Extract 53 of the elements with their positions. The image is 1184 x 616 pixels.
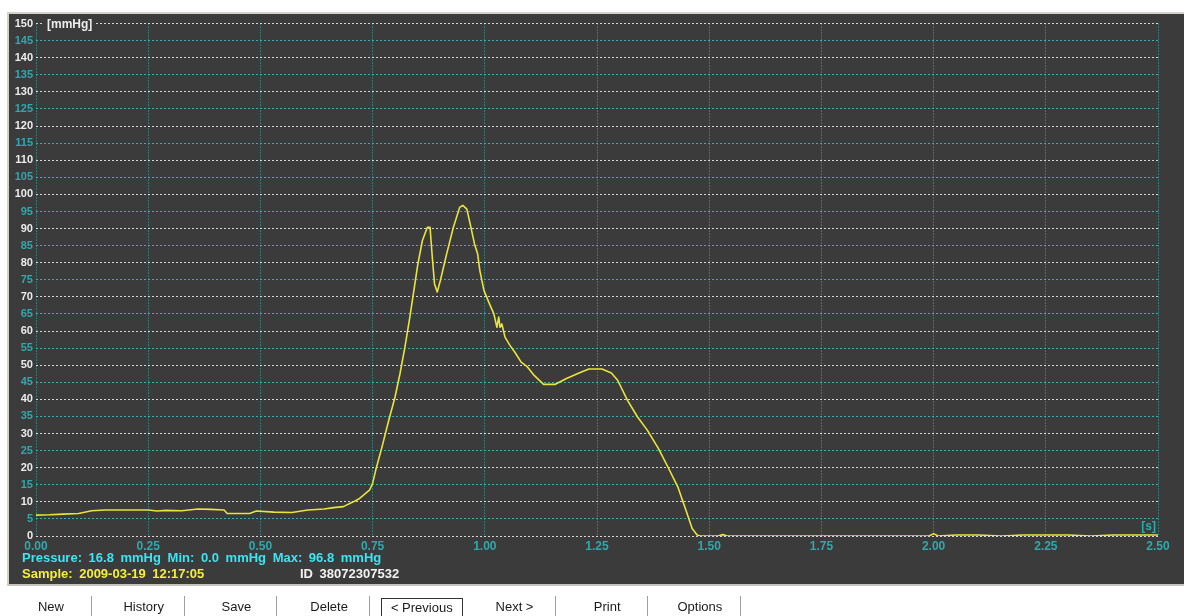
y-tick-label: 135	[14, 67, 33, 80]
x-tick-label: 1.25	[585, 538, 609, 553]
y-tick-label: 45	[20, 375, 33, 388]
y-tick-label: 110	[15, 153, 33, 166]
y-tick-label: 40	[20, 392, 33, 405]
y-tick-label: 100	[14, 187, 33, 200]
y-tick-label: 120	[14, 119, 33, 132]
text: Delete	[310, 599, 348, 614]
y-tick-label: 90	[20, 221, 33, 234]
y-tick-label: 140	[14, 50, 33, 63]
y-tick-label: 5	[26, 511, 33, 524]
y-tick-label: 150	[14, 16, 33, 29]
x-tick-label: 1.50	[697, 538, 722, 553]
x-tick-label: 0.25	[136, 538, 161, 553]
y-tick-label: 125	[14, 102, 33, 115]
y-tick-label: 60	[20, 324, 33, 337]
text: Pressure: 16.8 mmHg Min: 0.0 mmHg Max: 96.8 mmHg	[22, 550, 382, 565]
y-tick-label: 30	[20, 426, 33, 439]
y-tick-label: 50	[20, 358, 33, 371]
text: Options	[677, 599, 723, 614]
y-tick-label: 95	[20, 204, 33, 217]
y-tick-label: 105	[14, 170, 33, 183]
text: Sample: 2009-03-19 12:17:05	[22, 566, 205, 581]
button: < Previous	[380, 598, 463, 616]
y-tick-label: 55	[20, 341, 33, 354]
x-tick-label: 1.00	[473, 538, 497, 553]
y-tick-label: 15	[20, 477, 33, 490]
x-tick-label: 2.00	[921, 538, 946, 553]
y-axis-title: [mmHg]	[47, 16, 93, 31]
x-tick-label: 0.75	[360, 538, 385, 553]
y-tick-label: 75	[20, 272, 33, 285]
x-tick-label: 2.50	[1146, 538, 1170, 553]
x-tick-label: 2.25	[1034, 538, 1058, 553]
y-tick-label: 80	[20, 255, 33, 268]
y-tick-label: 130	[14, 84, 33, 97]
x-tick-label: 0.50	[248, 538, 273, 553]
text: Save	[221, 599, 252, 614]
y-tick-label: 85	[20, 238, 33, 251]
text: History	[123, 599, 164, 614]
y-tick-label: 20	[20, 460, 33, 473]
x-tick-label: 1.75	[809, 538, 834, 553]
x-axis-title: [s]	[1141, 519, 1156, 534]
y-tick-label: 115	[15, 136, 33, 149]
y-tick-label: 70	[20, 289, 33, 302]
y-tick-label: 10	[20, 494, 33, 507]
y-tick-label: 35	[20, 409, 33, 422]
y-tick-label: 145	[14, 33, 33, 46]
text: ID 38072307532	[300, 566, 400, 581]
text: New	[37, 599, 64, 614]
text: Next >	[495, 599, 534, 614]
y-tick-label: 65	[20, 306, 33, 319]
text: Print	[593, 599, 621, 614]
y-tick-label: 25	[20, 443, 33, 456]
